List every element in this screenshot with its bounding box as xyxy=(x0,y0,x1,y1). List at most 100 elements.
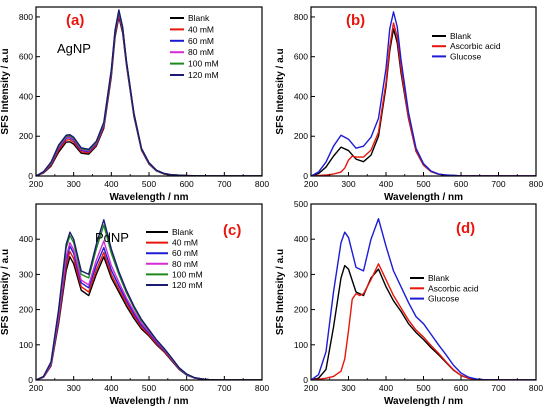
series-line-2 xyxy=(311,22,536,176)
x-axis-label: Wavelength / nm xyxy=(109,192,188,203)
y-tick-label: 200 xyxy=(294,305,308,315)
x-tick-label: 300 xyxy=(341,383,355,393)
x-tick-label: 500 xyxy=(142,383,156,393)
x-tick-label: 200 xyxy=(29,383,43,393)
y-tick-label: 400 xyxy=(19,234,33,244)
y-tick-label: 600 xyxy=(19,52,33,62)
x-tick-label: 300 xyxy=(67,179,81,189)
panel-tag: (a) xyxy=(66,12,84,29)
legend-label: 120 mM xyxy=(172,280,203,290)
legend-label: 40 mM xyxy=(188,24,214,34)
y-axis-label: SFS Intensity / a.u xyxy=(275,48,286,134)
legend-label: Glucose xyxy=(450,51,481,61)
legend-label: Glucose xyxy=(428,294,459,304)
panel-tag: (c) xyxy=(223,222,241,239)
legend-label: Ascorbic acid xyxy=(428,283,479,293)
y-tick-label: 0 xyxy=(28,171,33,181)
x-tick-label: 400 xyxy=(379,179,393,189)
series-line-2 xyxy=(36,250,262,380)
panel-2: 200 300 400 500 600 700 8000200400600800Wavele… xyxy=(275,6,543,203)
series-line-4 xyxy=(36,11,262,176)
y-tick-label: 100 xyxy=(294,340,308,350)
legend-label: 60 mM xyxy=(172,248,198,258)
y-tick-label: 400 xyxy=(294,91,308,101)
y-tick-label: 800 xyxy=(19,12,33,22)
x-tick-label: 400 xyxy=(379,383,393,393)
y-tick-label: 200 xyxy=(294,131,308,141)
y-tick-label: 600 xyxy=(294,52,308,62)
x-tick-label: 200 xyxy=(29,179,43,189)
x-tick-label: 500 xyxy=(416,383,430,393)
x-tick-label: 700 xyxy=(491,383,505,393)
x-tick-label: 600 xyxy=(180,383,194,393)
legend-label: 80 mM xyxy=(188,47,214,57)
series-line-2 xyxy=(311,263,536,380)
y-tick-label: 800 xyxy=(294,12,308,22)
x-tick-label: 800 xyxy=(255,383,269,393)
series-line-1 xyxy=(311,28,536,176)
series-line-4 xyxy=(36,240,262,380)
series-line-3 xyxy=(311,11,536,176)
sample-label: AgNP xyxy=(57,41,91,56)
panel-1: 200 300 400 500 600 700 8000200400600800Wavele… xyxy=(0,6,269,203)
legend-label: 60 mM xyxy=(188,36,214,46)
panel-3: 200 300 400 500 600 700 800 0 100 200 300 400 Wavele… xyxy=(0,203,269,407)
plot-frame xyxy=(35,6,263,177)
y-tick-label: 400 xyxy=(19,91,33,101)
legend-label: 120 mM xyxy=(188,70,219,80)
x-tick-label: 300 xyxy=(341,179,355,189)
x-tick-label: 800 xyxy=(529,383,543,393)
x-tick-label: 400 xyxy=(104,179,118,189)
y-tick-label: 400 xyxy=(294,234,308,244)
y-tick-label: 500 xyxy=(294,199,308,209)
panel-tag: (b) xyxy=(346,12,365,29)
series-line-2 xyxy=(36,14,262,176)
x-tick-label: 800 xyxy=(529,179,543,189)
x-tick-label: 200 xyxy=(304,383,318,393)
plot-frame xyxy=(310,6,537,177)
x-tick-label: 700 xyxy=(217,179,231,189)
series-line-3 xyxy=(36,12,262,176)
sample-label: PdNP xyxy=(95,230,129,245)
legend-label: Blank xyxy=(172,227,194,237)
x-tick-label: 600 xyxy=(180,179,194,189)
legend-label: Blank xyxy=(188,13,210,23)
legend-label: 40 mM xyxy=(172,238,198,248)
x-tick-label: 500 xyxy=(416,179,430,189)
y-tick-label: 300 xyxy=(294,269,308,279)
x-tick-label: 800 xyxy=(255,179,269,189)
legend-label: 80 mM xyxy=(172,259,198,269)
y-tick-label: 200 xyxy=(19,305,33,315)
x-tick-label: 600 xyxy=(454,383,468,393)
x-tick-label: 200 xyxy=(304,179,318,189)
legend-label: 100 mM xyxy=(172,269,203,279)
x-axis-label: Wavelength / nm xyxy=(384,396,463,407)
series-line-3 xyxy=(311,218,536,380)
legend-label: Blank xyxy=(450,31,472,41)
series-line-6 xyxy=(36,219,262,380)
series-line-3 xyxy=(36,245,262,380)
y-axis-label: SFS Intensity / a.u xyxy=(0,48,11,134)
x-tick-label: 400 xyxy=(104,383,118,393)
y-tick-label: 200 xyxy=(19,131,33,141)
x-tick-label: 500 xyxy=(142,179,156,189)
y-tick-label: 0 xyxy=(303,171,308,181)
x-axis-label: Wavelength / nm xyxy=(109,396,188,407)
y-tick-label: 300 xyxy=(19,269,33,279)
x-tick-label: 600 xyxy=(454,179,468,189)
x-tick-label: 300 xyxy=(67,383,81,393)
y-tick-label: 0 xyxy=(28,375,33,385)
x-tick-label: 700 xyxy=(491,179,505,189)
series-line-6 xyxy=(36,9,262,176)
panel-4: 200 300 400 500 600 700 800 0 100 200 300 400 500 Wav… xyxy=(275,199,543,407)
series-line-5 xyxy=(36,10,262,176)
y-tick-label: 100 xyxy=(19,340,33,350)
x-axis-label: Wavelength / nm xyxy=(384,192,463,203)
y-axis-label: SFS Intensity / a.u xyxy=(0,249,11,335)
y-tick-label: 0 xyxy=(303,375,308,385)
